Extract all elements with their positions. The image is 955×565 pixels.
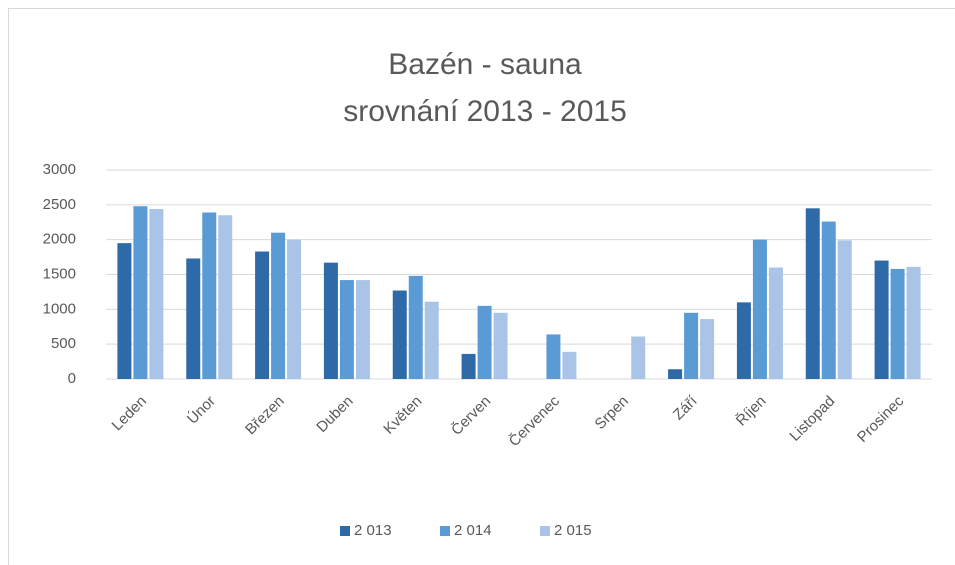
y-tick-label: 2000 <box>43 231 76 248</box>
legend-swatch <box>540 526 550 536</box>
bar <box>562 351 577 379</box>
bar <box>736 302 751 379</box>
bar <box>821 221 836 379</box>
chart-title: Bazén - sauna <box>388 48 582 81</box>
bar <box>339 280 354 379</box>
legend-swatch <box>440 526 450 536</box>
bar <box>805 208 820 379</box>
bar <box>392 290 407 379</box>
bar <box>149 209 164 379</box>
bar <box>700 319 715 379</box>
bar <box>218 215 233 379</box>
bar <box>546 334 561 379</box>
bar <box>668 369 683 379</box>
legend-label: 2 014 <box>454 522 492 539</box>
bar <box>768 267 783 379</box>
bar <box>631 336 646 379</box>
bar <box>424 301 439 379</box>
y-tick-label: 500 <box>51 335 76 352</box>
bar <box>906 266 921 379</box>
bar <box>408 275 423 379</box>
y-tick-label: 2500 <box>43 196 76 213</box>
legend-swatch <box>340 526 350 536</box>
legend-label: 2 013 <box>354 522 392 539</box>
bar <box>890 268 905 379</box>
y-tick-label: 1000 <box>43 300 76 317</box>
bar <box>477 305 492 379</box>
bar <box>684 312 699 379</box>
y-tick-label: 1500 <box>43 265 76 282</box>
y-tick-label: 3000 <box>43 161 76 178</box>
bar <box>493 312 508 379</box>
bar <box>255 251 270 379</box>
legend-label: 2 015 <box>554 522 592 539</box>
bar <box>133 206 148 379</box>
bar <box>355 280 370 379</box>
bar <box>752 239 767 379</box>
y-tick-label: 0 <box>68 370 76 387</box>
bar <box>287 239 302 379</box>
bar <box>117 243 132 379</box>
bar <box>202 212 217 379</box>
bar <box>461 353 476 379</box>
bar <box>874 260 889 379</box>
bar <box>271 232 286 379</box>
chart-border <box>8 8 955 565</box>
chart-subtitle: srovnání 2013 - 2015 <box>343 95 627 128</box>
bar <box>837 240 852 379</box>
bar <box>323 262 338 379</box>
bar <box>186 258 201 379</box>
